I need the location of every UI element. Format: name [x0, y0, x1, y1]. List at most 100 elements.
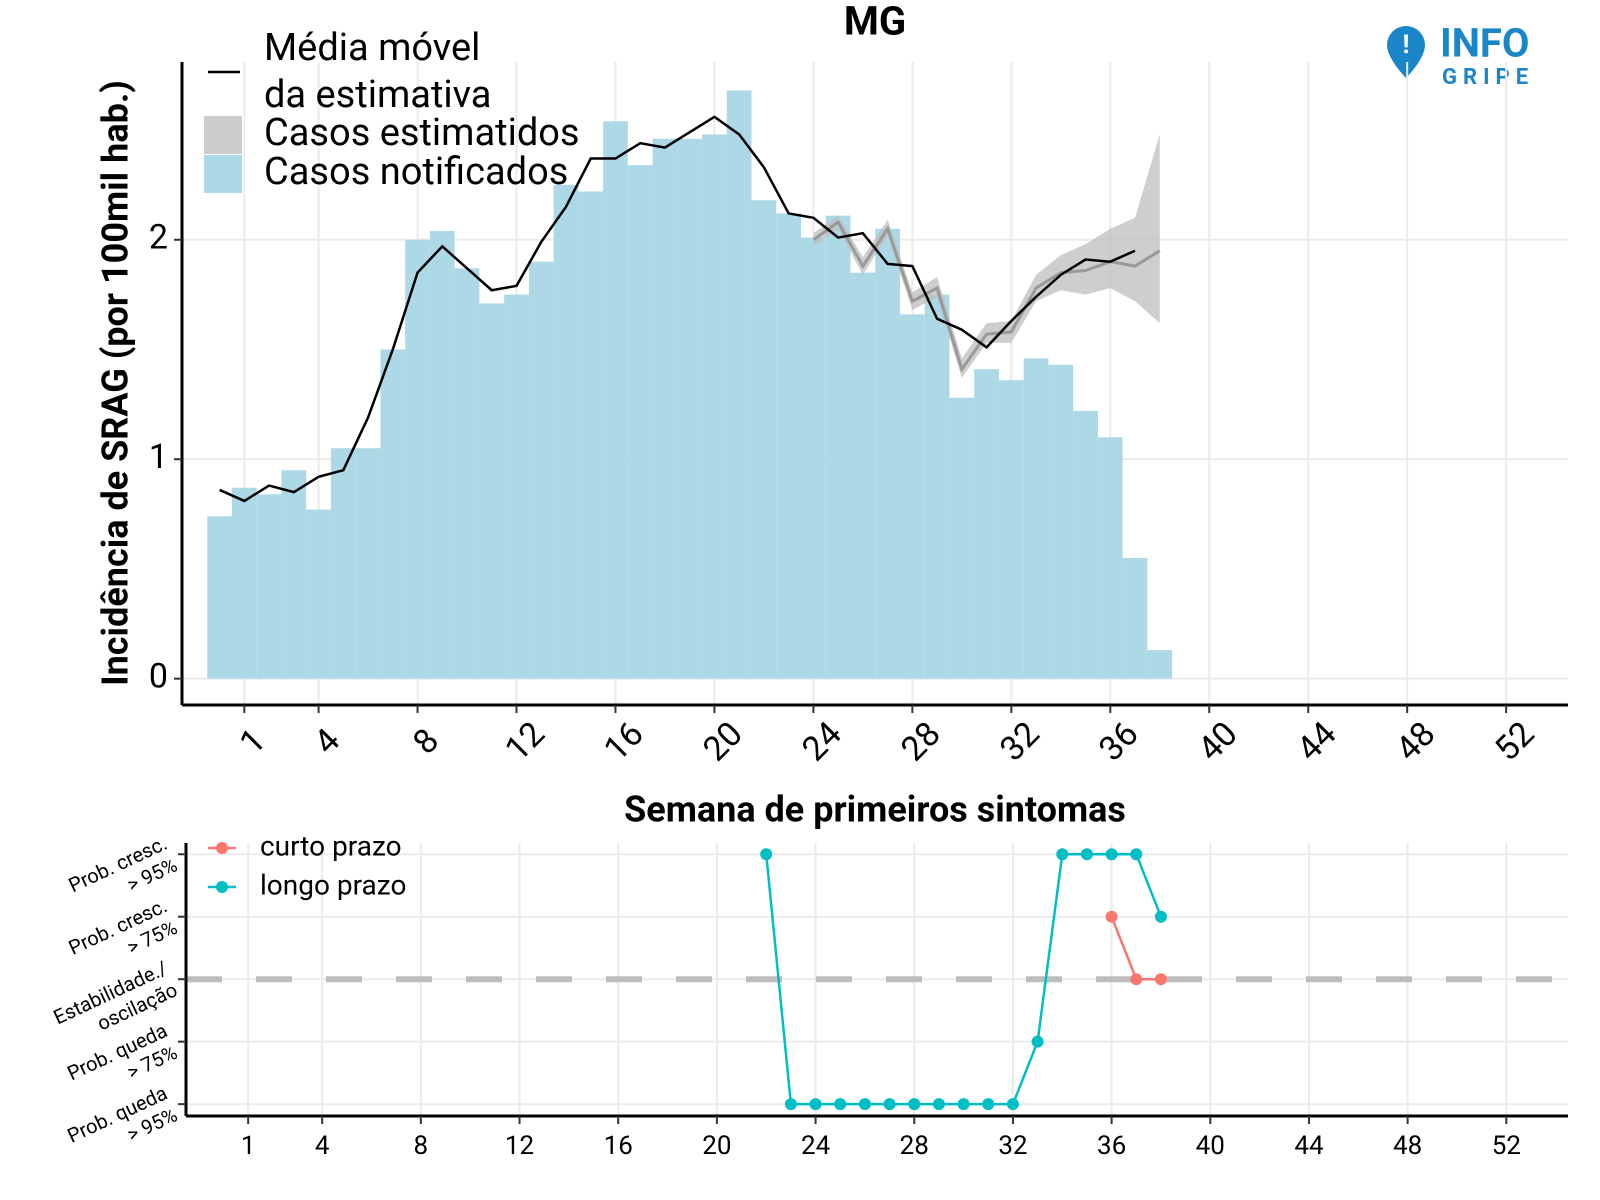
point: [932, 1098, 945, 1111]
x-tick-label: 12: [505, 1131, 534, 1161]
point: [908, 1098, 921, 1111]
point: [1154, 910, 1167, 923]
x-tick-label: 4: [315, 1131, 330, 1161]
bar: [825, 215, 851, 679]
bar: [306, 509, 331, 679]
bar: [1073, 410, 1098, 679]
bar: [380, 349, 406, 679]
bar: [1097, 437, 1123, 679]
bar: [281, 470, 307, 679]
moving-average: [219, 115, 1136, 503]
x-tick-label: 24: [801, 1131, 831, 1161]
bar: [1122, 557, 1148, 679]
point: [1080, 848, 1093, 861]
x-tick-label: 8: [405, 721, 447, 763]
legend-label: longo prazo: [260, 868, 406, 901]
bar: [578, 191, 604, 679]
x-tick-label: 16: [596, 714, 651, 769]
point: [1105, 848, 1118, 861]
bar: [504, 294, 529, 679]
bar: [1023, 358, 1049, 679]
estimate-line: [812, 220, 1161, 373]
x-tick-label: 52: [1492, 1131, 1521, 1161]
x-tick-label: 40: [1190, 714, 1245, 769]
x-tick-label: 20: [695, 714, 750, 769]
bar: [405, 239, 430, 679]
bar: [603, 121, 628, 679]
legend-label: curto prazo: [260, 829, 402, 862]
point: [1006, 1098, 1019, 1111]
x-tick-label: 36: [1097, 1131, 1126, 1161]
point: [834, 1098, 847, 1111]
y-tick-label: 2: [149, 218, 168, 258]
legend-label: Média móvel: [264, 26, 480, 70]
x-tick-label: 36: [1091, 714, 1146, 769]
logo-text: GRIPE: [1442, 65, 1534, 90]
point: [858, 1098, 871, 1111]
bar: [652, 138, 678, 679]
bar: [256, 494, 282, 679]
x-tick-label: 28: [900, 1131, 929, 1161]
bar: [850, 272, 876, 679]
x-tick-label: 1: [232, 721, 274, 763]
legend-swatch: [204, 116, 242, 154]
bar: [974, 369, 999, 679]
point: [1105, 910, 1118, 923]
y-tick-label: 0: [149, 657, 168, 697]
bar: [479, 303, 505, 679]
bar: [1048, 364, 1074, 679]
bar: [899, 314, 925, 679]
legend-point: [216, 881, 228, 893]
x-tick-label: 48: [1388, 714, 1443, 769]
point: [760, 848, 773, 861]
legend-point: [216, 842, 228, 854]
x-tick-label: 8: [414, 1131, 429, 1161]
point: [1031, 1035, 1044, 1048]
point: [1130, 848, 1143, 861]
bar: [949, 397, 975, 679]
x-tick-label: 52: [1487, 714, 1542, 769]
point: [784, 1098, 797, 1111]
bar: [553, 184, 579, 679]
bar: [330, 448, 356, 679]
x-tick-label: 4: [306, 721, 348, 763]
point: [1130, 973, 1143, 986]
x-tick-label: 1: [241, 1131, 256, 1161]
legend-swatch: [204, 155, 242, 193]
bar: [355, 448, 381, 679]
x-tick-label: 28: [893, 714, 948, 769]
logo-pin: [1387, 26, 1425, 78]
bar: [924, 294, 950, 679]
x-tick-label: 32: [992, 714, 1047, 769]
bar: [231, 487, 257, 679]
bar: [454, 268, 480, 679]
bar: [429, 230, 455, 679]
bar: [702, 134, 727, 679]
x-tick-label: 12: [497, 714, 552, 769]
chart-title: MG: [844, 0, 906, 45]
x-tick-label: 20: [702, 1131, 731, 1161]
point: [883, 1098, 896, 1111]
x-tick-label: 44: [1294, 1131, 1324, 1161]
x-tick-label: 32: [998, 1131, 1027, 1161]
logo-mark: !: [1402, 30, 1409, 60]
y-axis-label: Incidência de SRAG (por 100mil hab.): [95, 80, 137, 686]
series-line: [1110, 916, 1161, 981]
x-tick-label: 24: [794, 714, 849, 769]
bar: [875, 228, 900, 679]
bar: [1147, 650, 1173, 679]
point: [1056, 848, 1069, 861]
y-tick-label: Prob. queda> 95%: [63, 1081, 180, 1148]
y-tick-label: 1: [149, 437, 168, 477]
x-tick-label: 16: [604, 1131, 633, 1161]
x-tick-label: 48: [1393, 1131, 1422, 1161]
bar: [677, 138, 703, 679]
legend-label: Casos notificados: [264, 150, 568, 194]
bar: [207, 516, 232, 679]
point: [957, 1098, 970, 1111]
bar: [726, 90, 752, 679]
point: [1154, 973, 1167, 986]
point: [809, 1098, 822, 1111]
bar: [751, 200, 777, 679]
